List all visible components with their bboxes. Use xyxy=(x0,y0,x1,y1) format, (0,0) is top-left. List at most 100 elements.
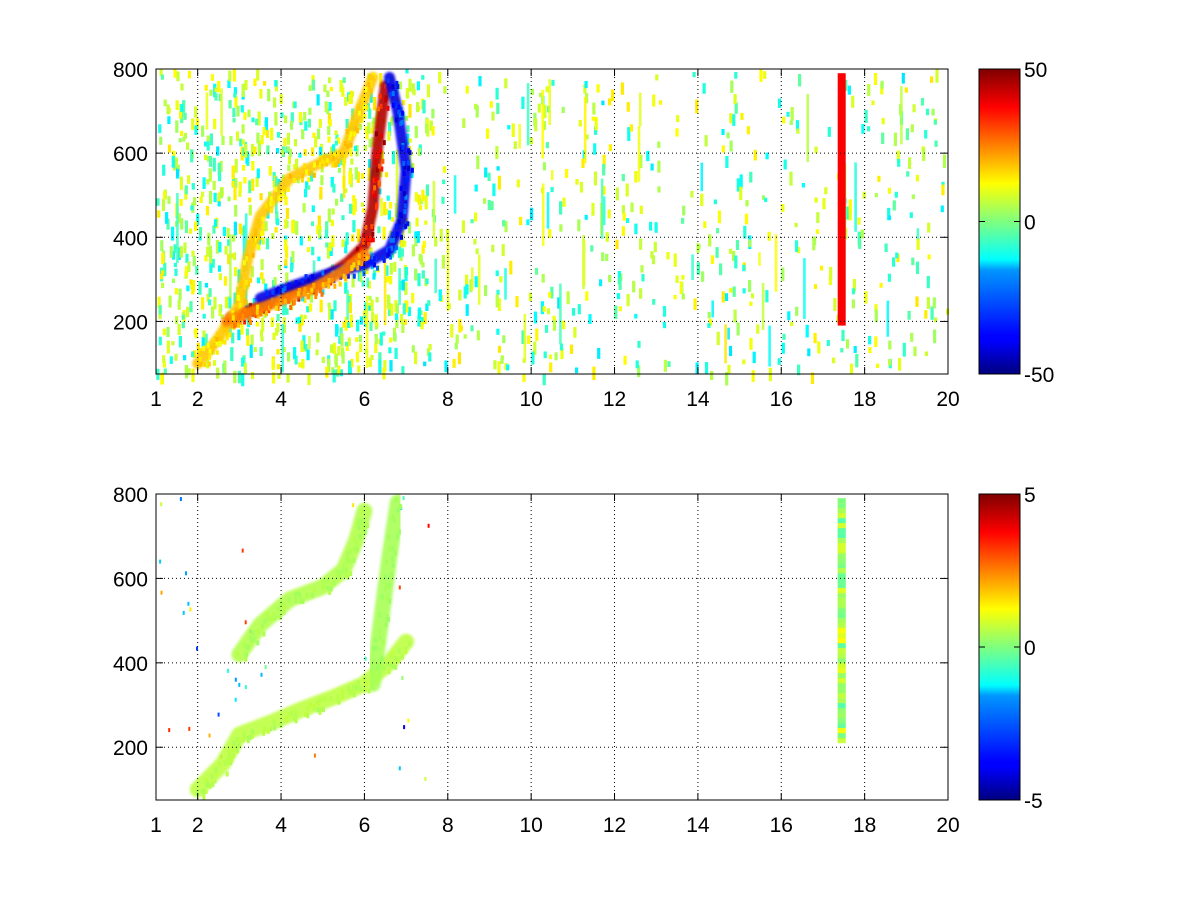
top-cell xyxy=(242,147,246,156)
top-cell xyxy=(653,241,657,253)
top-feature-cell xyxy=(283,286,287,292)
top-feature-cell xyxy=(311,274,314,280)
top-cell xyxy=(162,191,167,200)
top-cell xyxy=(326,90,330,98)
bottom-feature-cell xyxy=(235,737,239,743)
top-cell xyxy=(416,81,420,91)
top-cell xyxy=(443,86,447,94)
top-feature-cell xyxy=(389,91,393,97)
top-cell xyxy=(608,98,612,106)
top-cell xyxy=(708,318,713,327)
top-feature-cell xyxy=(357,253,361,259)
top-cell xyxy=(173,244,177,254)
top-cell xyxy=(880,80,884,89)
top-cell xyxy=(272,332,276,340)
top-cell xyxy=(307,235,311,242)
top-cell xyxy=(264,120,268,130)
top-cell xyxy=(321,356,325,364)
top-cell xyxy=(528,292,532,302)
bottom-feature-column-cell xyxy=(837,593,846,599)
top-cell xyxy=(739,186,743,201)
top-streak xyxy=(229,234,232,298)
top-cell xyxy=(337,346,341,356)
top-cell xyxy=(822,198,826,210)
top-cell xyxy=(650,251,654,259)
top-cell xyxy=(277,264,281,271)
top-cell xyxy=(223,276,228,286)
top-cell xyxy=(187,175,191,184)
top-cell xyxy=(303,111,307,121)
top-cell xyxy=(734,102,738,114)
top-cell xyxy=(171,155,175,168)
bottom-feature-cell xyxy=(319,706,323,712)
top-cell xyxy=(812,236,816,251)
top-cell xyxy=(504,363,508,371)
top-cell xyxy=(697,244,701,250)
top-cell xyxy=(790,107,794,121)
bottom-feature-cell xyxy=(385,595,389,601)
top-cell xyxy=(932,297,936,309)
top-cell xyxy=(909,212,913,218)
bottom-feature-cell xyxy=(294,714,297,719)
top-cell xyxy=(241,373,245,387)
top-cell xyxy=(270,317,274,327)
top-cell xyxy=(395,303,399,314)
top-cell xyxy=(268,166,272,176)
top-cell xyxy=(276,349,280,355)
bottom-feature-cell xyxy=(361,526,365,532)
bottom-feature-cell xyxy=(396,507,400,513)
top-cell xyxy=(398,81,402,90)
top-cell xyxy=(797,247,801,254)
bottom-colorbar-tick-label: 5 xyxy=(1024,484,1036,507)
top-cell xyxy=(393,333,397,342)
bottom-feature-cell xyxy=(356,680,360,686)
top-cell xyxy=(736,322,740,336)
bottom-cell xyxy=(168,728,171,733)
top-cell xyxy=(721,129,725,136)
top-cell xyxy=(318,229,322,239)
top-cell xyxy=(190,205,194,211)
top-cell xyxy=(204,141,208,147)
bottom-cell xyxy=(234,697,237,702)
bottom-cell xyxy=(189,607,192,612)
top-cell xyxy=(625,183,629,197)
top-feature-cell xyxy=(368,235,372,241)
top-cell xyxy=(166,327,170,338)
bottom-feature-cell xyxy=(233,743,236,749)
top-cell xyxy=(408,103,412,118)
top-cell xyxy=(295,158,299,171)
top-feature-cell xyxy=(380,133,383,139)
top-cell xyxy=(201,337,205,348)
top-feature-cell xyxy=(404,194,408,200)
bottom-colorbar-ticks: 50-5 xyxy=(979,484,1043,813)
top-cell xyxy=(284,258,288,266)
top-cell xyxy=(204,333,208,346)
top-cell xyxy=(682,205,686,216)
top-cell xyxy=(265,129,269,138)
top-cell xyxy=(251,178,255,191)
top-cell xyxy=(851,299,855,309)
top-cell xyxy=(194,106,198,118)
bottom-feature-cell xyxy=(391,514,395,520)
top-feature-cell xyxy=(380,166,384,172)
top-cell xyxy=(560,348,564,360)
top-cell xyxy=(332,370,336,383)
top-cell xyxy=(174,157,178,167)
top-cell xyxy=(841,329,845,342)
bottom-feature-cell xyxy=(360,508,364,514)
bottom-feature-column-cell xyxy=(837,578,846,584)
bottom-feature-cell xyxy=(237,737,241,743)
top-cell xyxy=(724,293,729,302)
bottom-feature-column-cell xyxy=(837,713,846,719)
top-cell xyxy=(901,72,905,84)
bottom-feature-cell xyxy=(347,685,350,691)
top-feature-cell xyxy=(243,298,247,304)
bottom-feature-cell xyxy=(354,540,358,546)
bottom-feature-column-cell xyxy=(837,583,846,589)
top-streak xyxy=(550,170,554,181)
top-cell xyxy=(181,312,185,318)
top-cell xyxy=(234,178,238,189)
bottom-feature-cell xyxy=(344,571,348,577)
top-cell xyxy=(393,261,397,272)
top-cell xyxy=(330,309,334,320)
